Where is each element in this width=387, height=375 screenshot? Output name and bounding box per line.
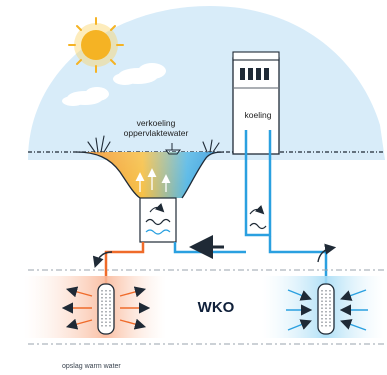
piping: [104, 236, 328, 286]
cloud-icon: [113, 63, 166, 85]
warm-arrows: [61, 286, 151, 330]
well-icon: [97, 283, 115, 335]
warm-zone: [24, 276, 106, 338]
building-label: koeling: [245, 110, 272, 120]
pond: [75, 135, 225, 199]
aquifer-layers: [28, 269, 384, 345]
storage-label: opslag warm water: [62, 363, 121, 370]
system-label: WKO: [198, 299, 235, 316]
sun-icon: [68, 17, 124, 73]
cloud-icon: [62, 87, 109, 106]
office-building-icon: [232, 51, 280, 237]
well-icon: [317, 283, 335, 335]
cold-zone: [262, 276, 326, 338]
pond-label-line2: oppervlaktewater: [124, 128, 189, 138]
warm-zone: [106, 276, 166, 338]
cold-arrows: [286, 289, 368, 331]
flow-arrow-icon: [317, 243, 337, 263]
cold-zone: [326, 276, 384, 338]
pond-label-line1: verkoeling: [137, 118, 176, 128]
heat-exchanger-icon: [139, 197, 177, 243]
flow-arrow-icon: [92, 251, 113, 268]
